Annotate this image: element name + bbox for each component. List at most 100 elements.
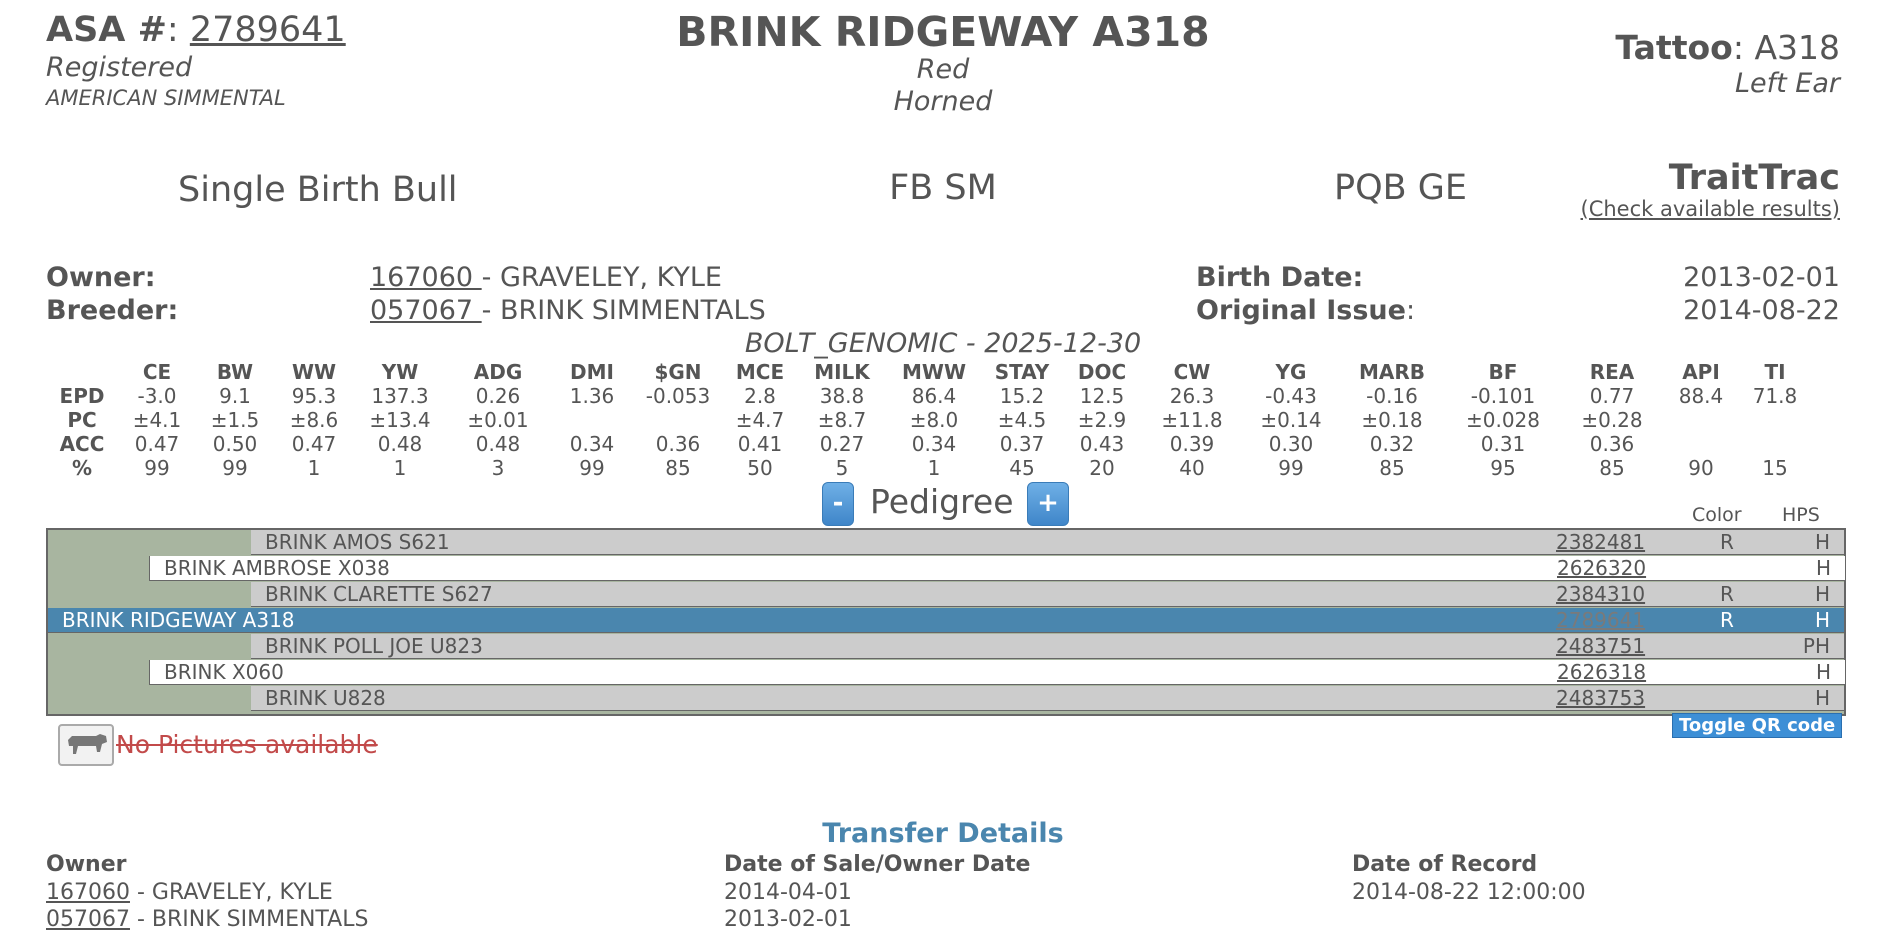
transfer-col-header: Date of Sale/Owner Date [724,852,1031,877]
pedigree-row[interactable]: BRINK X060 2626318 H [149,660,1845,685]
epd-cell: 1 [393,456,407,480]
asa-number-link[interactable]: 2789641 [189,10,346,50]
pedigree-animal-name[interactable]: BRINK RIDGEWAY A318 [62,608,295,632]
epd-cell: 99 [1278,456,1304,480]
epd-col-header: BF [1488,360,1518,384]
pedigree-reg-link[interactable]: 2384310 [1556,582,1646,606]
no-pictures-text: No Pictures available [116,730,378,759]
epd-cell: 12.5 [1079,384,1125,408]
pedigree-collapse-button[interactable]: - [822,482,854,526]
epd-caption: BOLT_GENOMIC - 2025-12-30 [744,328,1142,359]
pedigree-hps: H [1814,582,1830,606]
epd-cell: 99 [144,456,170,480]
epd-cell: 50 [747,456,773,480]
pedigree-animal-name[interactable]: BRINK POLL JOE U823 [265,634,483,658]
epd-cell: 5 [835,456,849,480]
epd-col-header: MWW [901,360,967,384]
epd-table: CE BW WW YW ADG DMI $GN MCE MILK MWW STAY DOC CW YG MA… [46,360,1810,480]
pedigree-hps: H [1814,608,1830,632]
pedigree-row[interactable]: BRINK CLARETTE S627 2384310 R H [251,582,1844,607]
epd-body: EPD -3.0 9.1 95.3 137.3 0.26 1.36 -0.053 2.8 38.8… [46,384,1810,480]
pedigree-reg-link[interactable]: 2483751 [1556,634,1646,658]
epd-cell: ±0.14 [1260,408,1322,432]
epd-cell: 71.8 [1752,384,1798,408]
epd-col-header: BW [216,360,254,384]
tattoo-line: Tattoo: A318 [1615,28,1840,67]
epd-col-header: CE [142,360,172,384]
pedigree-reg-link[interactable]: 2382481 [1556,530,1646,554]
epd-cell: ±8.6 [289,408,339,432]
pedigree-label: Pedigree [870,482,1014,521]
epd-col-header: WW [291,360,337,384]
pedigree-reg-link[interactable]: 2789641 [1556,608,1646,632]
traittrac-results-link[interactable]: (Check available results) [1580,197,1840,221]
birth-type: Single Birth Bull [178,170,458,210]
epd-cell [550,408,634,432]
epd-col-header: MCE [735,360,785,384]
pedigree-expand-button[interactable]: + [1027,482,1069,526]
toggle-qr-button[interactable]: Toggle QR code [1672,713,1843,738]
pedigree-reg-link[interactable]: 2626320 [1557,556,1647,580]
birth-date-label: Birth Date: [1196,262,1364,293]
breeder-id-link[interactable]: 057067 [370,295,482,326]
pedigree-color: R [1720,530,1734,554]
epd-cell: 26.3 [1169,384,1215,408]
pedigree-animal-name[interactable]: BRINK AMBROSE X038 [164,556,390,580]
transfer-owner-id-link[interactable]: 057067 [46,907,130,932]
tattoo-location: Left Ear [1734,68,1840,99]
pedigree-color: R [1720,582,1734,606]
epd-cell: 0.50 [212,432,258,456]
epd-cell: 0.37 [999,432,1045,456]
horn-status: Horned [893,86,993,117]
owner-value: 167060 - GRAVELEY, KYLE [370,262,722,293]
epd-cell: 95.3 [291,384,337,408]
transfer-col-header: Owner [46,852,127,877]
epd-cell: 85 [665,456,691,480]
pedigree-hps: H [1814,530,1830,554]
epd-cell: ±4.1 [132,408,182,432]
epd-cell: 0.43 [1079,432,1125,456]
epd-cell: -0.101 [1470,384,1536,408]
pedigree-row[interactable]: BRINK AMOS S621 2382481 R H [251,530,1844,555]
breed-name: AMERICAN SIMMENTAL [46,86,286,110]
epd-cell: 38.8 [819,384,865,408]
transfer-owner: 057067 - BRINK SIMMENTALS [46,907,368,932]
epd-col-header: MARB [1358,360,1426,384]
pedigree-row[interactable]: BRINK RIDGEWAY A318 2789641 R H [48,608,1844,633]
owner-label: Owner: [46,262,156,293]
pedigree-row[interactable]: BRINK AMBROSE X038 2626320 H [149,556,1845,581]
pedigree-hps-header: HPS [1782,504,1820,526]
asa-label: ASA # [46,10,167,50]
cow-icon[interactable] [58,724,114,766]
epd-cell: ±2.9 [1077,408,1127,432]
pedigree-animal-name[interactable]: BRINK U828 [265,686,386,710]
transfer-owner-id-link[interactable]: 167060 [46,880,130,905]
pedigree-color: R [1720,608,1734,632]
epd-col-header: YW [381,360,419,384]
epd-col-header: DMI [570,360,614,384]
tattoo-value: A318 [1754,28,1840,67]
epd-cell: 0.39 [1169,432,1215,456]
original-issue-label: Original Issue: [1196,295,1416,326]
epd-header-row: CE BW WW YW ADG DMI $GN MCE MILK MWW STAY DOC CW YG MA… [46,360,1810,384]
birth-date-value: 2013-02-01 [1683,262,1840,293]
owner-id-link[interactable]: 167060 [370,262,482,293]
pedigree-hps: H [1815,660,1831,684]
epd-cell: 1.36 [569,384,615,408]
pedigree-row[interactable]: BRINK U828 2483753 H [251,686,1844,711]
epd-cell: 0.36 [1589,432,1635,456]
epd-row: EPD -3.0 9.1 95.3 137.3 0.26 1.36 -0.053 2.8 38.8… [46,384,1810,408]
pedigree-animal-name[interactable]: BRINK CLARETTE S627 [265,582,493,606]
epd-cell: 0.36 [655,432,701,456]
epd-cell: 0.47 [134,432,180,456]
epd-cell: 1 [307,456,321,480]
transfer-details-title: Transfer Details [822,818,1064,849]
pedigree-reg-link[interactable]: 2626318 [1557,660,1647,684]
epd-cell: 0.34 [569,432,615,456]
pedigree-row[interactable]: BRINK POLL JOE U823 2483751 PH [251,634,1844,659]
pedigree-reg-link[interactable]: 2483753 [1556,686,1646,710]
pedigree-animal-name[interactable]: BRINK AMOS S621 [265,530,450,554]
epd-cell: 85 [1599,456,1625,480]
pedigree-animal-name[interactable]: BRINK X060 [164,660,284,684]
epd-cell: 95 [1490,456,1516,480]
